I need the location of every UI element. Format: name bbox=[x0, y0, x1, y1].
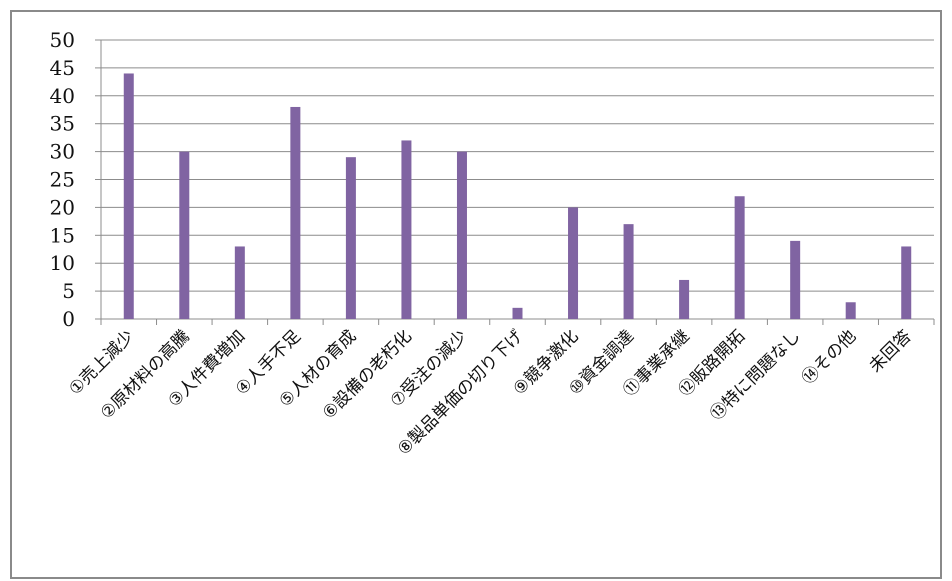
y-tick-label: 50 bbox=[50, 28, 75, 52]
y-tick-label: 20 bbox=[50, 195, 75, 219]
x-axis: ①売上減少②原材料の高騰③人件費増加④人手不足⑤人材の育成⑥設備の老朽化⑦受注の… bbox=[65, 319, 935, 460]
bar bbox=[401, 140, 412, 319]
bar bbox=[234, 246, 245, 319]
bar bbox=[845, 302, 856, 319]
y-tick-label: 10 bbox=[50, 251, 75, 275]
bar bbox=[623, 224, 634, 319]
y-tick-label: 5 bbox=[62, 279, 75, 303]
y-tick-label: 30 bbox=[50, 140, 75, 164]
bar bbox=[901, 246, 912, 319]
y-tick-label: 40 bbox=[50, 84, 75, 108]
y-tick-label: 15 bbox=[50, 223, 75, 247]
x-category-label: ⑭その他 bbox=[798, 326, 860, 388]
bar bbox=[734, 196, 745, 319]
y-tick-label: 0 bbox=[62, 307, 75, 331]
x-category-label: 未回答 bbox=[866, 326, 916, 376]
bar bbox=[179, 151, 190, 319]
bar bbox=[345, 157, 356, 319]
chart-frame bbox=[10, 10, 942, 579]
bar bbox=[456, 151, 467, 319]
bar bbox=[290, 106, 301, 320]
y-axis: 0 5 10 15 20 25 30 35 40 45 50 bbox=[50, 28, 102, 331]
bar bbox=[679, 279, 690, 319]
gridlines bbox=[101, 39, 934, 320]
bars bbox=[123, 73, 912, 320]
y-tick-label: 25 bbox=[50, 168, 75, 192]
bar bbox=[790, 240, 801, 319]
bar bbox=[568, 207, 579, 319]
y-tick-label: 35 bbox=[50, 112, 75, 136]
y-tick-label: 45 bbox=[50, 56, 75, 80]
bar bbox=[512, 307, 523, 319]
bar bbox=[123, 73, 134, 319]
